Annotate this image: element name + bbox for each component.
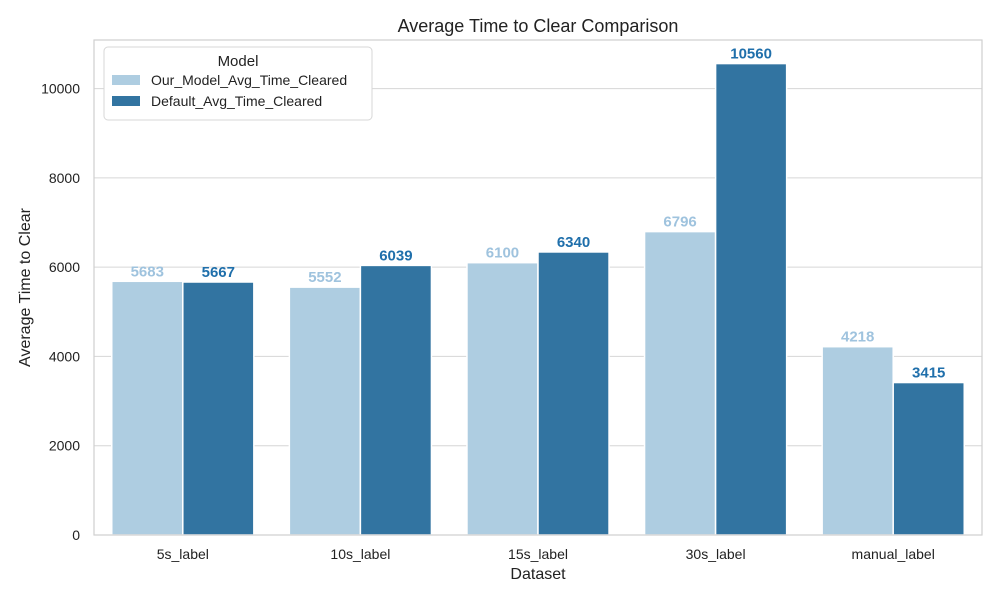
legend-title: Model bbox=[218, 53, 259, 70]
legend-label-our-model: Our_Model_Avg_Time_Cleared bbox=[151, 72, 347, 88]
data-label-our-model: 5552 bbox=[308, 269, 341, 286]
bar-default-5s-label bbox=[182, 281, 255, 536]
y-tick-label: 6000 bbox=[49, 259, 80, 275]
x-axis-title: Dataset bbox=[510, 566, 566, 583]
chart-title: Average Time to Clear Comparison bbox=[398, 16, 679, 36]
plot-frame bbox=[93, 39, 983, 536]
bar-our-model-5s-label bbox=[111, 280, 184, 536]
bar-default-15s-label bbox=[537, 251, 610, 536]
y-tick-label: 0 bbox=[72, 527, 80, 543]
bar-layer bbox=[111, 62, 965, 536]
bar-default-10s-label bbox=[359, 264, 433, 536]
data-label-default: 10560 bbox=[730, 46, 772, 63]
axis-layer: 0 2000 4000 6000 8000 10000 5s_label 10s_label 1… bbox=[41, 81, 935, 562]
data-label-default: 6340 bbox=[557, 234, 590, 251]
y-tick-label: 2000 bbox=[49, 438, 80, 454]
data-label-our-model: 4218 bbox=[841, 329, 874, 346]
bar-our-model-manual-label bbox=[821, 345, 894, 536]
data-label-default: 3415 bbox=[912, 365, 945, 382]
data-label-our-model: 5683 bbox=[131, 263, 164, 280]
legend: Model Our_Model_Avg_Time_Cleared Default… bbox=[103, 46, 373, 121]
bar-our-model-30s-label bbox=[643, 230, 717, 536]
x-tick-label: 30s_label bbox=[686, 546, 746, 562]
legend-box bbox=[103, 46, 373, 121]
x-tick-label: 5s_label bbox=[157, 546, 209, 562]
x-tick-label: 10s_label bbox=[330, 546, 390, 562]
bar-default-manual-label bbox=[892, 381, 965, 536]
bar-default-30s-label bbox=[714, 62, 788, 536]
y-tick-label: 4000 bbox=[49, 348, 80, 364]
legend-swatch-our-model bbox=[112, 75, 140, 85]
legend-label-default: Default_Avg_Time_Cleared bbox=[151, 93, 322, 109]
data-label-our-model: 6100 bbox=[486, 245, 519, 262]
y-axis-title: Average Time to Clear bbox=[17, 207, 34, 367]
bar-our-model-10s-label bbox=[288, 286, 362, 536]
data-label-default: 6039 bbox=[379, 247, 412, 264]
label-layer: 5683 5667 5552 6039 6100 6340 6796 10560 4218 341… bbox=[131, 46, 946, 382]
y-tick-label: 10000 bbox=[41, 81, 80, 97]
bar-our-model-15s-label bbox=[466, 261, 539, 536]
legend-swatch-default bbox=[112, 96, 140, 106]
y-tick-label: 8000 bbox=[49, 170, 80, 186]
x-tick-label: manual_label bbox=[852, 546, 935, 562]
data-label-default: 5667 bbox=[202, 264, 235, 281]
x-tick-label: 15s_label bbox=[508, 546, 568, 562]
data-label-our-model: 6796 bbox=[663, 214, 696, 231]
